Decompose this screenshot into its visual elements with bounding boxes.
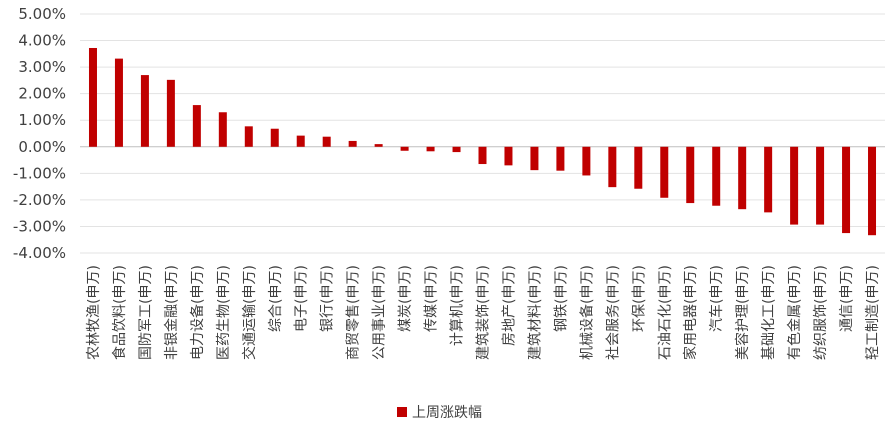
y-axis-tick-labels: 5.00% 4.00% 3.00% 2.00% 1.00% 0.00% -1.00% -2.0… <box>13 5 66 262</box>
bar <box>244 126 253 147</box>
x-category-label: 石油石化(申万) <box>657 265 673 360</box>
bar <box>504 146 513 166</box>
y-tick-label: -3.00% <box>13 217 66 235</box>
x-category-label: 社会服务(申万) <box>605 265 621 360</box>
y-tick-label: 4.00% <box>18 32 66 50</box>
x-category-label: 环保(申万) <box>631 265 647 332</box>
legend-label: 上周涨跌幅 <box>412 405 482 421</box>
bar <box>296 135 305 147</box>
bar <box>478 146 487 165</box>
x-category-label: 银行(申万) <box>320 265 336 332</box>
x-axis-category-labels: 农林牧渔(申万) 食品饮料(申万) 国防军工(申万) 非银金融(申万) 电力设备(申万)… <box>86 265 881 360</box>
bar <box>426 146 435 152</box>
x-category-label: 煤炭(申万) <box>398 265 414 332</box>
bar <box>530 146 539 171</box>
x-category-label: 美容护理(申万) <box>734 265 751 360</box>
x-category-label: 纺织服饰(申万) <box>813 265 829 360</box>
x-category-label: 交通运输(申万) <box>241 265 258 360</box>
bar <box>634 146 643 189</box>
y-tick-label: -4.00% <box>13 244 66 262</box>
bar <box>88 47 97 147</box>
x-category-label: 轻工制造(申万) <box>865 265 881 360</box>
legend-swatch <box>397 407 407 417</box>
x-category-label: 房地产(申万) <box>501 265 517 346</box>
x-category-label: 非银金融(申万) <box>164 265 180 360</box>
x-category-label: 基础化工(申万) <box>760 265 777 360</box>
x-category-label: 医药生物(申万) <box>216 265 232 360</box>
bar <box>712 146 721 206</box>
bar <box>764 146 773 213</box>
x-category-label: 通信(申万) <box>839 265 855 332</box>
y-tick-label: -2.00% <box>13 191 66 209</box>
bar <box>608 146 617 188</box>
bar <box>660 146 669 198</box>
bar <box>218 112 227 147</box>
x-category-label: 钢铁(申万) <box>553 265 569 332</box>
y-tick-label: 5.00% <box>18 5 66 23</box>
x-category-label: 电力设备(申万) <box>189 265 206 360</box>
y-tick-label: 1.00% <box>18 111 66 129</box>
bar <box>322 136 331 147</box>
bar <box>192 105 201 147</box>
x-category-label: 农林牧渔(申万) <box>86 265 102 360</box>
bar <box>452 146 461 153</box>
x-category-label: 综合(申万) <box>268 265 284 332</box>
bar <box>582 146 591 176</box>
bar <box>140 75 149 147</box>
bar <box>556 146 565 171</box>
bar <box>816 146 825 225</box>
x-category-label: 国防军工(申万) <box>138 265 154 360</box>
bar <box>348 140 357 147</box>
bars <box>88 47 877 236</box>
x-category-label: 机械设备(申万) <box>578 265 595 360</box>
x-category-label: 公用事业(申万) <box>372 265 388 360</box>
bar <box>686 146 695 204</box>
x-category-label: 商贸零售(申万) <box>346 265 362 360</box>
x-category-label: 传媒(申万) <box>424 265 440 332</box>
x-category-label: 建筑装饰(申万) <box>476 265 492 360</box>
x-category-label: 电子(申万) <box>294 265 310 332</box>
x-category-label: 家用电器(申万) <box>682 265 699 360</box>
bar <box>270 128 279 147</box>
bar <box>738 146 747 210</box>
bar <box>790 146 799 225</box>
bar <box>842 146 851 234</box>
x-category-label: 食品饮料(申万) <box>111 265 128 360</box>
x-category-label: 汽车(申万) <box>708 265 725 332</box>
x-category-label: 计算机(申万) <box>450 265 466 346</box>
y-tick-label: -1.00% <box>13 164 66 182</box>
legend: 上周涨跌幅 <box>397 405 482 421</box>
x-category-label: 有色金属(申万) <box>786 265 803 360</box>
y-tick-label: 3.00% <box>18 58 66 76</box>
bar <box>374 144 383 147</box>
bar <box>868 146 877 236</box>
bar <box>114 58 123 147</box>
y-tick-label: 2.00% <box>18 85 66 103</box>
x-category-label: 建筑材料(申万) <box>527 265 543 360</box>
bar <box>166 79 175 147</box>
y-tick-label: 0.00% <box>18 138 66 156</box>
bar <box>400 146 409 151</box>
